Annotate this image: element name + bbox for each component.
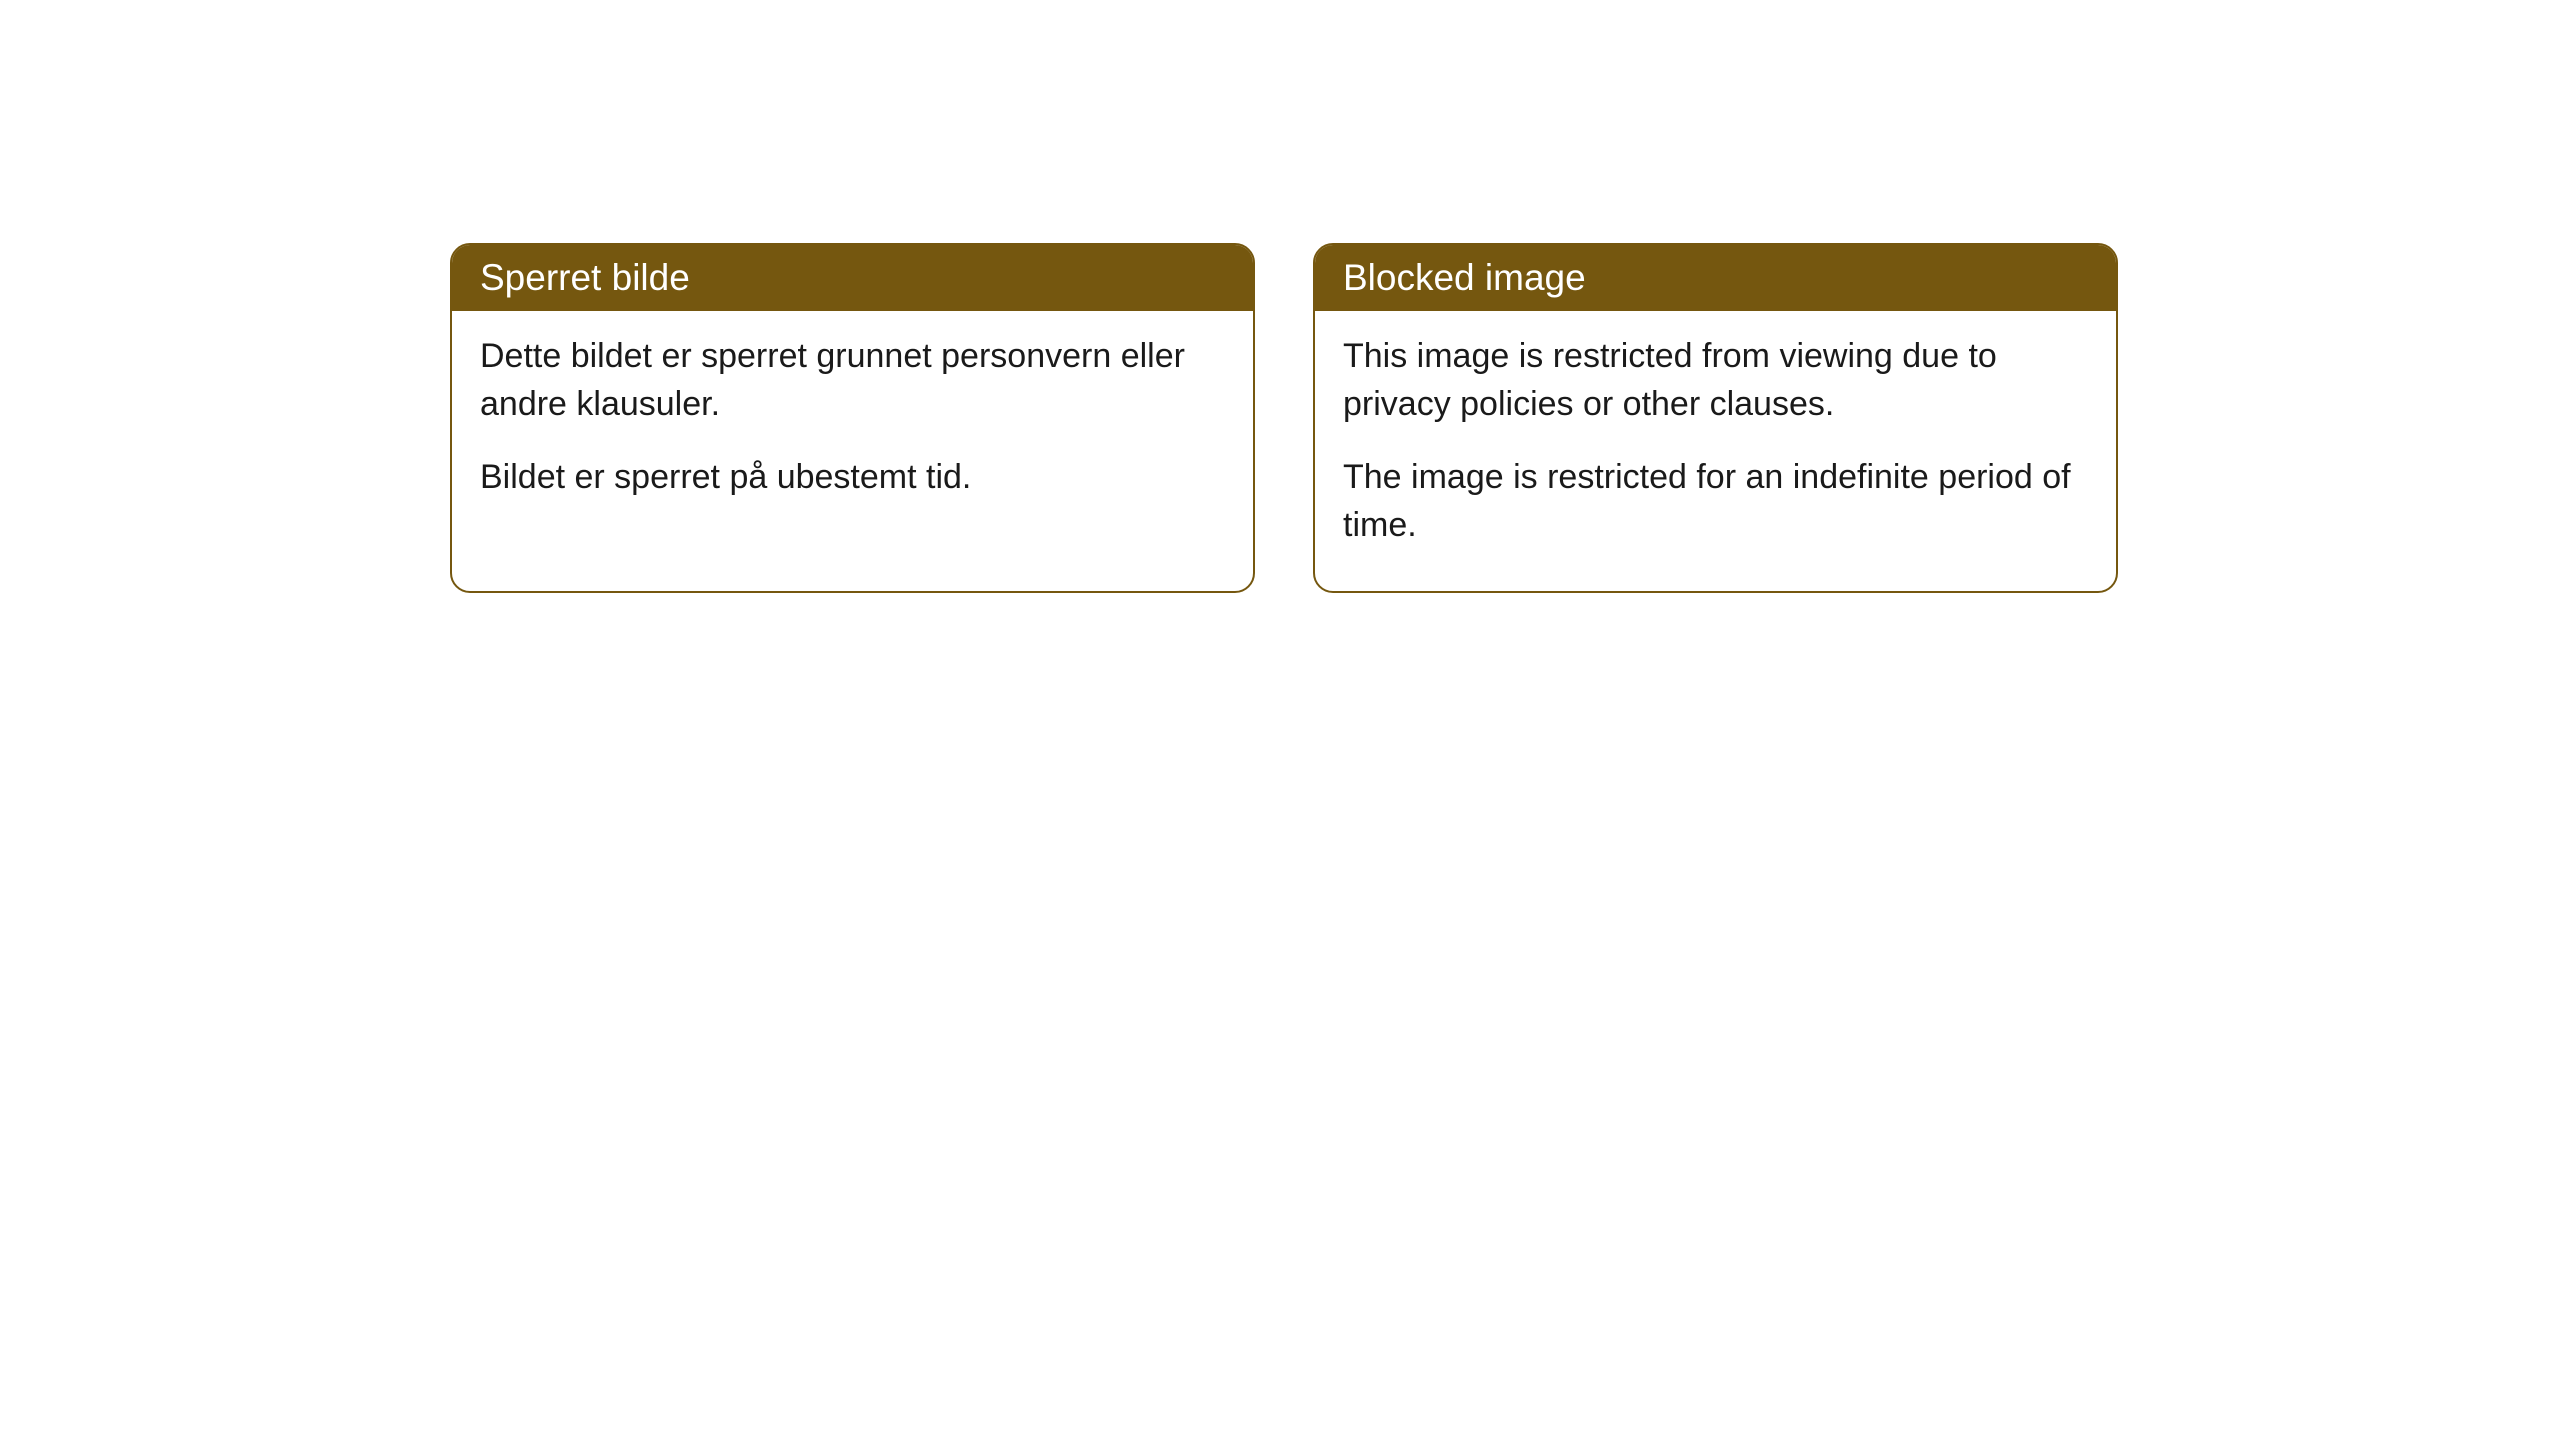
card-title: Blocked image [1343,257,1586,298]
card-paragraph: This image is restricted from viewing du… [1343,333,2088,428]
card-header: Blocked image [1315,245,2116,311]
card-paragraph: Dette bildet er sperret grunnet personve… [480,333,1225,428]
card-title: Sperret bilde [480,257,690,298]
card-paragraph: The image is restricted for an indefinit… [1343,454,2088,549]
card-body: Dette bildet er sperret grunnet personve… [452,311,1253,544]
blocked-image-card-english: Blocked image This image is restricted f… [1313,243,2118,593]
card-paragraph: Bildet er sperret på ubestemt tid. [480,454,1225,502]
cards-container: Sperret bilde Dette bildet er sperret gr… [450,243,2118,593]
card-header: Sperret bilde [452,245,1253,311]
blocked-image-card-norwegian: Sperret bilde Dette bildet er sperret gr… [450,243,1255,593]
card-body: This image is restricted from viewing du… [1315,311,2116,591]
